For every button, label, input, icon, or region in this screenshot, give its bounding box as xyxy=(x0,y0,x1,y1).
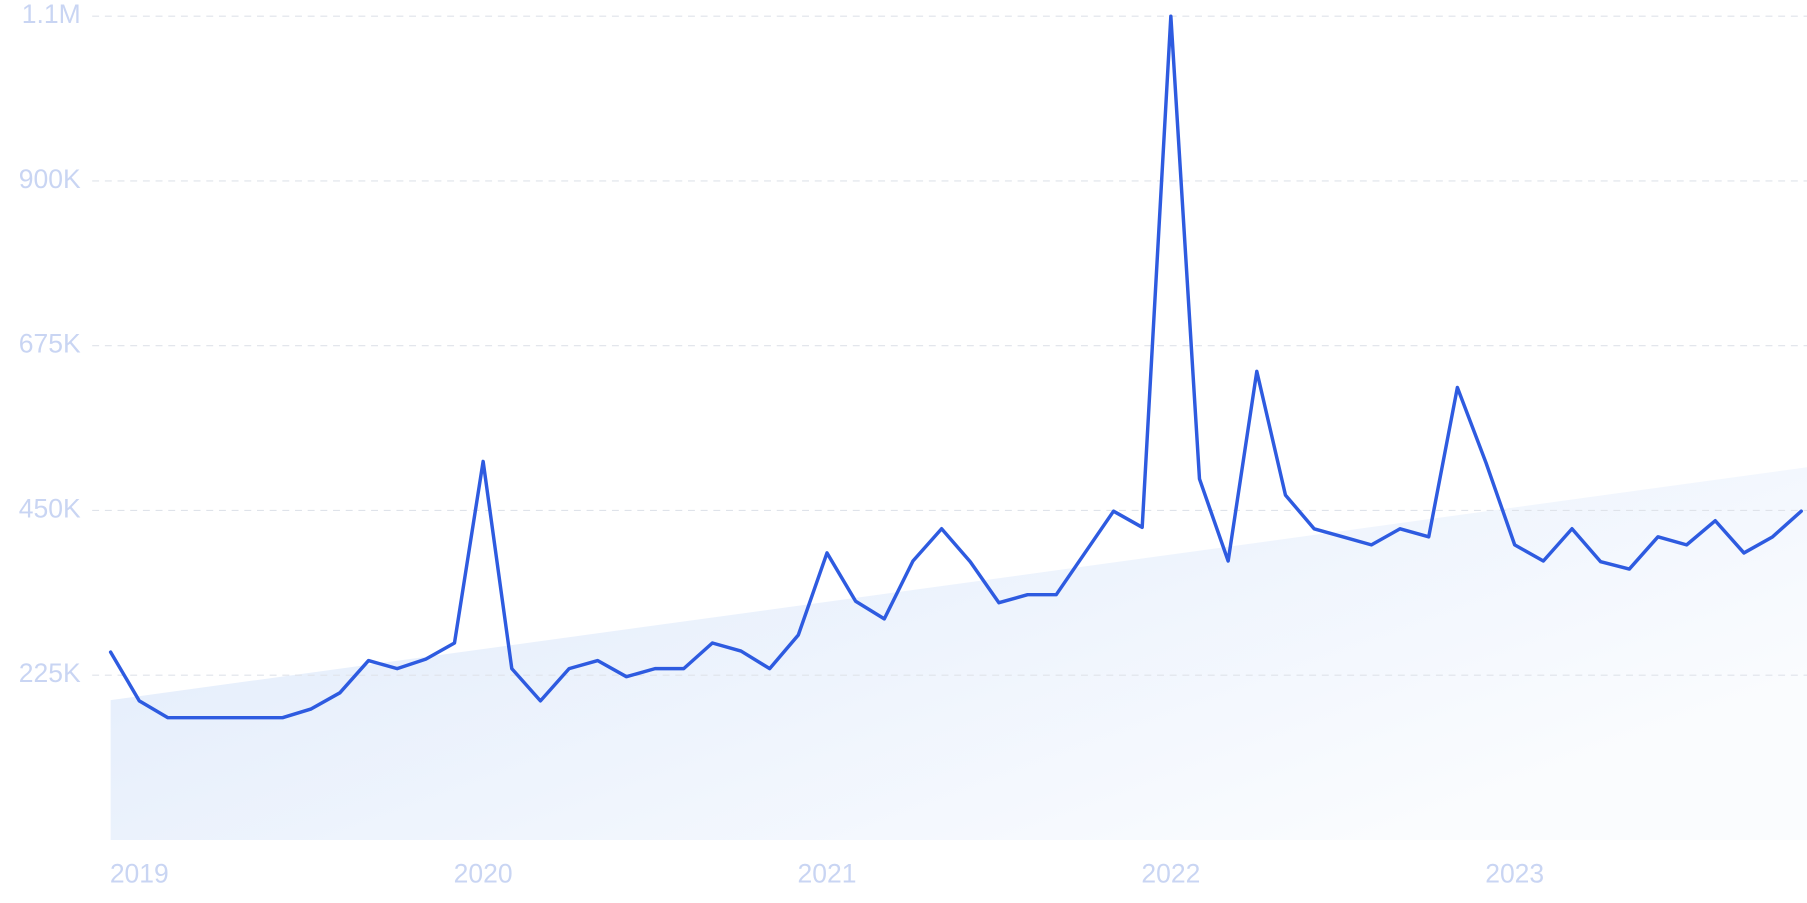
x-tick-label: 2023 xyxy=(1485,858,1544,888)
trend-area xyxy=(110,467,1807,840)
x-tick-label: 2022 xyxy=(1141,858,1200,888)
x-tick-label: 2021 xyxy=(798,858,857,888)
trend-line xyxy=(108,14,1803,720)
y-tick-label: 1.1M xyxy=(22,0,81,29)
x-tick-label: 2019 xyxy=(110,858,169,888)
x-tick-label: 2020 xyxy=(454,858,513,888)
y-tick-label: 450K xyxy=(19,493,81,523)
y-tick-label: 675K xyxy=(19,329,81,359)
y-tick-label: 900K xyxy=(19,164,81,194)
y-tick-label: 225K xyxy=(19,658,81,688)
